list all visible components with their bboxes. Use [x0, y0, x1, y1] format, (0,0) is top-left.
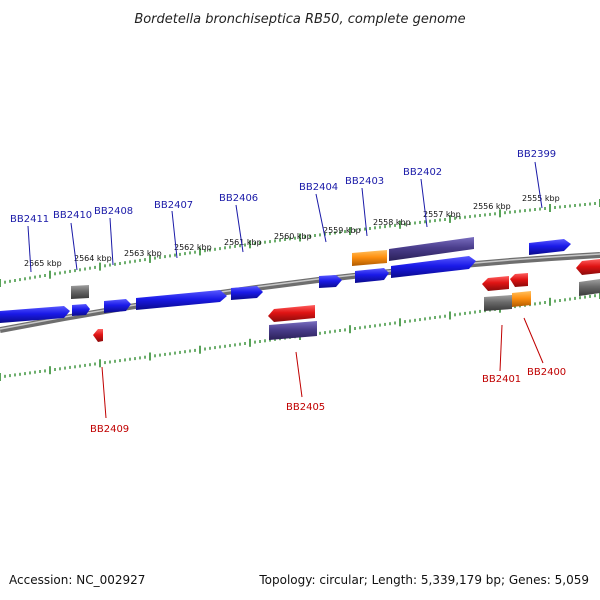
scale-label-2563: 2563 kbp — [124, 249, 162, 258]
leader-bb2409 — [101, 366, 107, 419]
scale-label-2556: 2556 kbp — [473, 202, 511, 211]
gene-block — [484, 295, 512, 311]
gene-block — [389, 237, 474, 261]
leader-bb2407 — [171, 210, 178, 259]
gene-label-bb2403: BB2403 — [345, 176, 384, 187]
gene-arrow — [93, 329, 103, 342]
leader-bb2406 — [235, 204, 244, 253]
gene-arrow — [268, 305, 315, 322]
gene-arrow — [391, 256, 476, 278]
gene-arrow — [104, 299, 131, 313]
gene-block — [512, 291, 531, 307]
gene-arrow — [482, 276, 509, 291]
top-gene-labels: BB2411 BB2410 BB2408 BB2407 BB2406 BB240… — [10, 149, 556, 225]
top-leader-lines — [27, 161, 543, 273]
gene-label-bb2399: BB2399 — [517, 149, 556, 160]
scale-label-2558: 2558 kbp — [373, 218, 411, 227]
gene-arrow — [510, 273, 528, 287]
scale-label-2565: 2565 kbp — [24, 259, 62, 268]
genome-summary-text: Topology: circular; Length: 5,339,179 bp… — [259, 573, 589, 587]
gene-label-bb2407: BB2407 — [154, 200, 193, 211]
gene-arrow — [72, 304, 90, 316]
gene-label-bb2401: BB2401 — [482, 374, 521, 385]
leader-bb2403 — [361, 187, 368, 237]
reverse-genes — [93, 259, 600, 342]
leader-bb2408 — [109, 217, 114, 266]
scale-label-2560: 2560 kbp — [274, 232, 312, 241]
gene-arrow — [529, 239, 571, 255]
scale-label-2557: 2557 kbp — [423, 210, 461, 219]
gene-label-bb2411: BB2411 — [10, 214, 49, 225]
gene-label-bb2400: BB2400 — [527, 367, 566, 378]
leader-bb2400 — [523, 317, 544, 364]
gene-block — [269, 321, 317, 340]
accession-text: Accession: NC_002927 — [9, 573, 146, 587]
scale-label-2559: 2559 kbp — [323, 226, 361, 235]
bottom-gene-labels: BB2409 BB2405 BB2401 BB2400 — [90, 367, 566, 435]
gene-arrow — [319, 275, 342, 288]
leader-bb2411 — [27, 225, 32, 273]
gene-block — [352, 250, 387, 266]
leader-bb2405 — [295, 351, 303, 398]
gene-label-bb2406: BB2406 — [219, 193, 258, 204]
map-title: Bordetella bronchiseptica RB50, complete… — [134, 12, 465, 27]
scale-label-2562: 2562 kbp — [174, 243, 212, 252]
leader-bb2410 — [70, 222, 78, 271]
scale-label-2564: 2564 kbp — [74, 254, 112, 263]
scale-label-2561: 2561 kbp — [224, 238, 262, 247]
gene-label-bb2409: BB2409 — [90, 424, 129, 435]
leader-bb2401 — [499, 324, 503, 372]
leader-bb2402 — [420, 178, 428, 228]
gene-arrow — [355, 268, 389, 283]
leader-bb2404 — [315, 193, 327, 243]
top-tick-track — [0, 199, 600, 287]
gene-label-bb2410: BB2410 — [53, 210, 92, 221]
bottom-leader-lines — [101, 317, 544, 419]
gene-block — [579, 279, 600, 296]
gene-label-bb2402: BB2402 — [403, 167, 442, 178]
forward-genes — [0, 237, 571, 323]
gene-label-bb2405: BB2405 — [286, 402, 325, 413]
gene-arrow — [231, 286, 263, 300]
gene-arrow — [0, 306, 70, 323]
gene-block — [71, 285, 89, 299]
leader-bb2399 — [534, 161, 543, 209]
gene-arrow — [576, 259, 600, 275]
gene-label-bb2404: BB2404 — [299, 182, 338, 193]
gene-arrow — [136, 290, 227, 310]
gene-label-bb2408: BB2408 — [94, 206, 133, 217]
